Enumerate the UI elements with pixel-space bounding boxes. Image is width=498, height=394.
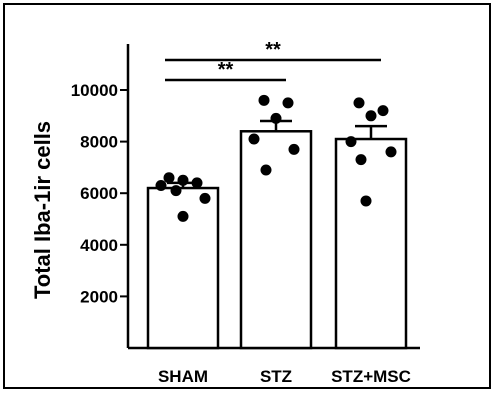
chart-frame [3,3,491,389]
data-point [177,210,189,222]
data-point [199,192,211,204]
y-tick-label: 8000 [80,133,118,152]
axes: 2000 4000 6000 8000 10000 SHAM STZ STZ+MSC [71,44,420,386]
data-point [288,143,300,155]
y-axis-title: Total Iba-1ir cells [30,121,55,299]
y-tick-label: 10000 [71,81,118,100]
data-point [170,185,182,197]
data-point [353,97,365,109]
significance-markers: ** ** [165,39,381,82]
data-point [345,136,357,148]
y-tick-label: 4000 [80,236,118,255]
data-point [385,146,397,158]
data-point [270,112,282,124]
x-category-label: SHAM [158,367,208,386]
bar [239,130,313,350]
data-point [260,164,272,176]
x-category-label: STZ [260,367,292,386]
data-point [258,94,270,106]
data-point [155,179,167,191]
data-point [282,97,294,109]
data-point [355,154,367,166]
data-point [248,133,260,145]
y-tick-label: 6000 [80,184,118,203]
data-point [365,110,377,122]
y-tick-label: 2000 [80,287,118,306]
bars [146,130,408,350]
significance-label: ** [218,59,234,81]
data-point [163,172,175,184]
x-category-label: STZ+MSC [331,367,411,386]
significance-label: ** [265,39,281,61]
data-point [177,174,189,186]
data-points [155,94,397,222]
data-point [360,195,372,207]
data-point [377,105,389,117]
bar [334,137,408,350]
data-point [191,177,203,189]
